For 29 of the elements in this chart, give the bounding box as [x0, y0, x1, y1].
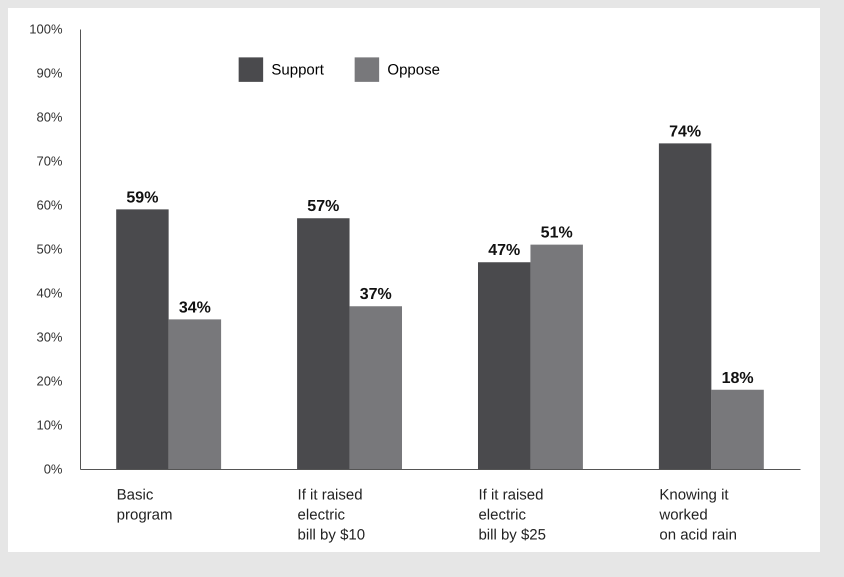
- data-label: 74%: [669, 123, 702, 140]
- data-label: 59%: [126, 189, 158, 206]
- data-label: 47%: [488, 242, 520, 260]
- x-tick-label: Knowing it worked on acid rain: [658, 486, 737, 544]
- data-label: 18%: [722, 370, 754, 387]
- x-tick-label: Basic program: [116, 486, 173, 524]
- data-label: 57%: [307, 198, 340, 216]
- legend-label: Support: [271, 62, 325, 79]
- data-label: 37%: [360, 286, 392, 304]
- y-tick-label: 30%: [36, 330, 63, 344]
- legend-label: Oppose: [387, 62, 440, 79]
- x-tick-label: If it raised electric bill by $25: [478, 486, 546, 544]
- data-label: 34%: [178, 299, 211, 316]
- y-tick-label: 0%: [44, 462, 63, 476]
- y-tick-label: 100%: [29, 22, 63, 36]
- bar: [350, 306, 402, 469]
- y-tick-label: 60%: [36, 198, 63, 212]
- data-label: 51%: [540, 224, 573, 242]
- y-tick-label: 40%: [36, 286, 63, 300]
- y-tick-label: 90%: [36, 66, 63, 80]
- y-tick-label: 50%: [36, 242, 63, 256]
- x-tick-label: If it raised electric bill by $10: [298, 486, 366, 544]
- y-tick-label: 10%: [36, 418, 63, 432]
- bar: [530, 244, 583, 469]
- bar: [168, 319, 222, 469]
- y-tick-label: 20%: [36, 374, 63, 388]
- bar: [711, 390, 764, 469]
- y-tick-label: 80%: [36, 110, 63, 124]
- y-tick-label: 70%: [36, 154, 63, 168]
